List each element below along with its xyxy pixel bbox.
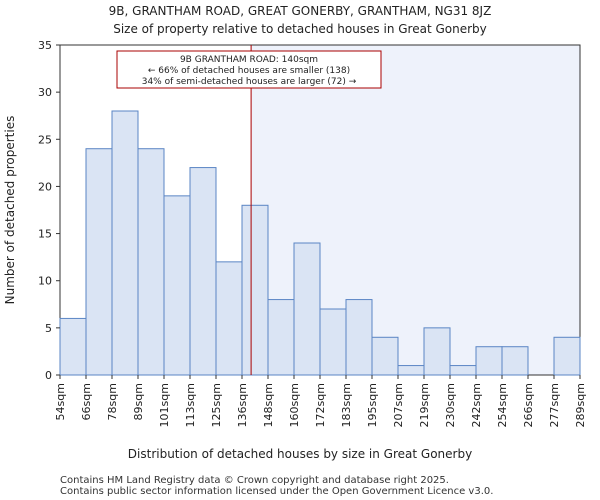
x-axis-ticks: 54sqm 66sqm 78sqm 89sqm 101sqm 113sqm 125sqm 13… (54, 375, 587, 427)
x-tick-label: 230sqm (444, 383, 457, 427)
x-tick-label: 172sqm (314, 383, 327, 427)
annotation-line2: ← 66% of detached houses are smaller (13… (148, 66, 350, 76)
x-tick-label: 195sqm (366, 383, 379, 427)
x-axis-label: Distribution of detached houses by size … (128, 447, 472, 461)
x-tick-label: 101sqm (158, 383, 171, 427)
bar-207sqm (397, 365, 425, 376)
bar-66sqm (85, 148, 113, 376)
x-tick-label: 242sqm (470, 383, 483, 427)
bar-172sqm (319, 308, 347, 376)
bar-54sqm (59, 317, 87, 376)
chart-title-line2: Size of property relative to detached ho… (113, 22, 487, 36)
x-tick-label: 125sqm (210, 383, 223, 427)
y-tick-label: 30 (38, 86, 52, 99)
x-tick-label: 89sqm (132, 383, 145, 420)
x-tick-label: 160sqm (288, 383, 301, 427)
bar-125sqm (215, 261, 243, 376)
bar-183sqm (345, 299, 373, 376)
y-tick-label: 25 (38, 133, 52, 146)
x-tick-label: 113sqm (184, 383, 197, 427)
bar-242sqm (475, 346, 503, 376)
y-tick-label: 20 (38, 180, 52, 193)
bar-230sqm (449, 365, 477, 376)
bar-160sqm (293, 242, 321, 376)
footer-line2: Contains public sector information licen… (60, 486, 493, 497)
bar-254sqm (501, 346, 529, 376)
annotation-line3: 34% of semi-detached houses are larger (… (142, 77, 357, 87)
x-tick-label: 207sqm (392, 383, 405, 427)
annotation-box (116, 50, 382, 89)
chart-title-line1: 9B, GRANTHAM ROAD, GREAT GONERBY, GRANTH… (109, 4, 492, 18)
y-tick-label: 0 (45, 369, 52, 382)
x-tick-label: 136sqm (236, 383, 249, 427)
bar-219sqm (423, 327, 451, 376)
x-tick-label: 54sqm (54, 383, 67, 420)
bar-136sqm (241, 204, 269, 376)
bar-113sqm (189, 167, 217, 376)
y-tick-label: 15 (38, 228, 52, 241)
x-tick-label: 148sqm (262, 383, 275, 427)
bar-148sqm (267, 299, 295, 376)
bar-277sqm (553, 336, 581, 376)
x-tick-label: 66sqm (80, 383, 93, 420)
x-tick-label: 219sqm (418, 383, 431, 427)
x-tick-label: 277sqm (548, 383, 561, 427)
x-tick-label: 183sqm (340, 383, 353, 427)
y-tick-label: 10 (38, 275, 52, 288)
bar-89sqm (137, 148, 165, 376)
x-tick-label: 266sqm (522, 383, 535, 427)
annotation-line1: 9B GRANTHAM ROAD: 140sqm (180, 55, 318, 65)
x-tick-label: 78sqm (106, 383, 119, 420)
bar-195sqm (371, 336, 399, 376)
footer-line1: Contains HM Land Registry data © Crown c… (60, 475, 449, 486)
y-tick-label: 5 (45, 322, 52, 335)
x-tick-label: 254sqm (496, 383, 509, 427)
bars-group (59, 110, 581, 376)
y-tick-label: 35 (38, 39, 52, 52)
y-axis-label: Number of detached properties (3, 116, 17, 305)
bar-101sqm (163, 195, 191, 376)
bar-78sqm (111, 110, 139, 376)
x-tick-label: 289sqm (574, 383, 587, 427)
y-axis-ticks: 0 5 10 15 20 25 30 35 (38, 39, 60, 382)
